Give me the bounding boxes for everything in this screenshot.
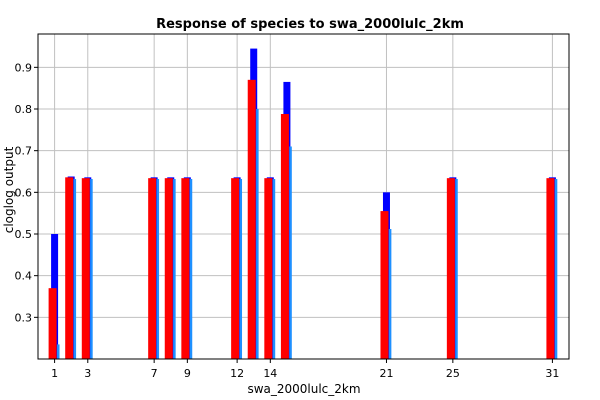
bars [48,48,558,360]
bar-lower [554,179,558,359]
y-tick-label: 0.5 [15,228,33,241]
bar-lower [256,109,259,359]
axis-ticks: 0.3 0.4 0.5 0.6 0.7 0.8 0.9 1 3 7 9 12 14 21 25 31 [15,61,560,380]
bar-lower [73,179,77,359]
bar-lower [388,229,392,359]
bar-mean [231,178,240,359]
bar-mean [81,178,90,359]
bar-lower [189,179,193,359]
y-tick-label: 0.8 [15,103,33,116]
x-tick-label: 12 [230,367,244,380]
bar-mean [48,288,57,359]
bar-lower [272,179,276,359]
x-tick-label: 25 [446,367,460,380]
chart-title: Response of species to swa_2000lulc_2km [156,17,464,32]
bar-lower [455,179,458,359]
bar-lower [56,344,60,359]
x-tick-label: 14 [263,367,277,380]
bar-lower [173,179,176,359]
bar-mean [65,177,74,359]
bar-lower [156,179,160,359]
x-tick-label: 1 [51,367,58,380]
bar-mean [264,178,273,359]
y-tick-label: 0.4 [15,270,33,283]
bar-mean [380,211,389,359]
bar-mean [148,178,157,359]
y-tick-label: 0.7 [15,145,33,158]
bar-mean [181,178,190,359]
x-axis-label: swa_2000lulc_2km [247,382,360,396]
y-tick-label: 0.6 [15,186,33,199]
bar-mean [164,178,173,359]
bar-lower [289,146,292,359]
bar-mean [247,79,256,359]
bar-mean [446,178,455,359]
bar-lower [239,179,243,359]
grid-lines [38,34,569,359]
bar-mean [546,178,555,359]
x-tick-label: 31 [545,367,559,380]
y-tick-label: 0.3 [15,311,33,324]
x-tick-label: 3 [84,367,91,380]
x-tick-label: 9 [184,367,191,380]
y-axis-label: cloglog output [2,146,16,233]
x-tick-label: 7 [151,367,158,380]
plot-frame [37,33,570,360]
bar-lower [90,179,93,359]
y-tick-label: 0.9 [15,61,33,74]
x-tick-label: 21 [379,367,393,380]
bar-mean [280,114,289,359]
